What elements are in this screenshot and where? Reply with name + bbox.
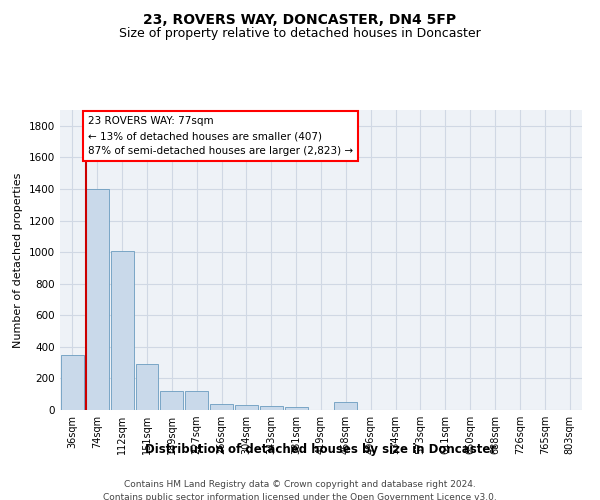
Text: 23, ROVERS WAY, DONCASTER, DN4 5FP: 23, ROVERS WAY, DONCASTER, DN4 5FP [143,12,457,26]
Bar [136,364,158,410]
Bar [185,391,208,410]
Bar [111,250,134,410]
Bar [260,406,283,410]
Text: Contains HM Land Registry data © Crown copyright and database right 2024.
Contai: Contains HM Land Registry data © Crown c… [103,480,497,500]
Bar [61,354,84,410]
Bar [86,189,109,410]
Bar [210,404,233,410]
Text: 23 ROVERS WAY: 77sqm
← 13% of detached houses are smaller (407)
87% of semi-deta: 23 ROVERS WAY: 77sqm ← 13% of detached h… [88,116,353,156]
Bar [285,407,308,410]
Bar [160,391,183,410]
Bar [235,406,258,410]
Bar [334,402,357,410]
Text: Distribution of detached houses by size in Doncaster: Distribution of detached houses by size … [145,442,497,456]
Text: Size of property relative to detached houses in Doncaster: Size of property relative to detached ho… [119,28,481,40]
Y-axis label: Number of detached properties: Number of detached properties [13,172,23,348]
